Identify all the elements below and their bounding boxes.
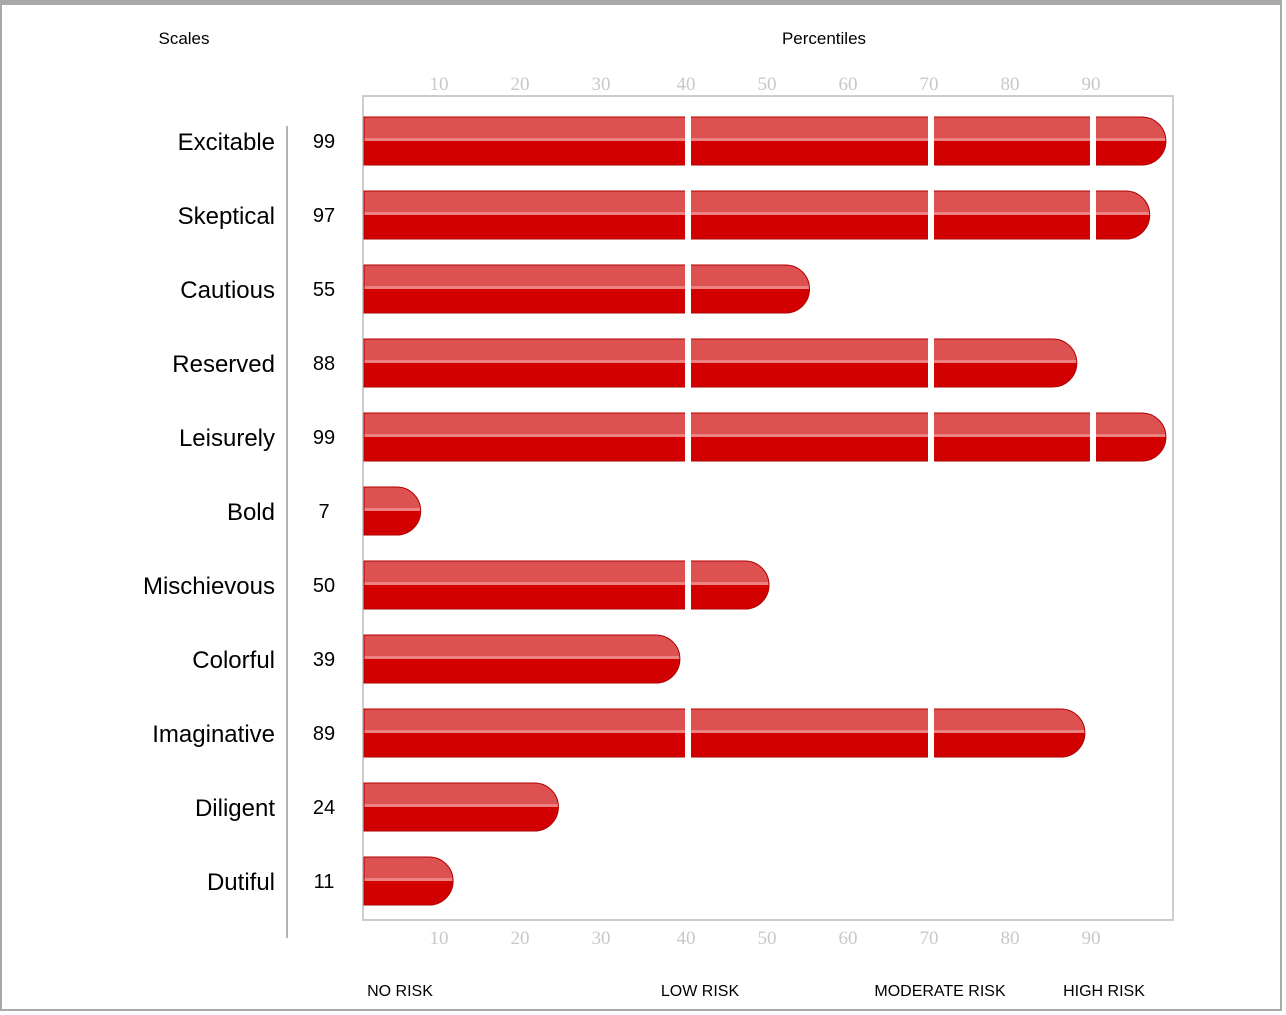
scale-label: Diligent	[195, 795, 275, 822]
top-axis: 10 20 30 40 50 60 70 80 90	[430, 74, 1101, 95]
score-label: 99	[313, 427, 335, 449]
bottom-tick-label: 80	[1001, 928, 1020, 949]
percentile-bar	[363, 338, 1078, 388]
bar-row: Cautious 55	[180, 264, 810, 314]
zone-separator	[685, 338, 691, 388]
scale-label: Reserved	[172, 351, 275, 378]
score-label: 89	[313, 723, 335, 745]
percentile-bar	[363, 856, 454, 906]
bar-row: Bold 7	[227, 486, 422, 536]
scale-label: Dutiful	[207, 869, 275, 896]
scale-label: Mischievous	[143, 573, 275, 600]
score-label: 88	[313, 353, 335, 375]
zone-separator	[1090, 190, 1096, 240]
risk-zone-labels: NO RISK LOW RISK MODERATE RISK HIGH RISK	[367, 983, 1145, 1000]
scale-label: Colorful	[192, 647, 275, 674]
bar-row: Mischievous 50	[143, 560, 770, 610]
plot-area	[362, 95, 1174, 921]
top-tick-label: 50	[758, 74, 777, 95]
zone-separator	[928, 338, 934, 388]
top-tick-label: 70	[920, 74, 939, 95]
risk-zone-label: MODERATE RISK	[874, 983, 1006, 1000]
zone-separator	[928, 412, 934, 462]
bottom-tick-label: 70	[920, 928, 939, 949]
top-tick-label: 20	[511, 74, 530, 95]
risk-zone-label: LOW RISK	[661, 983, 740, 1000]
top-tick-label: 80	[1001, 74, 1020, 95]
score-label: 50	[313, 575, 335, 597]
percentile-bar	[363, 116, 1167, 166]
bar-row: Colorful 39	[192, 634, 681, 684]
score-label: 7	[318, 501, 329, 523]
bottom-tick-label: 90	[1082, 928, 1101, 949]
bottom-axis: 10 20 30 40 50 60 70 80 90	[430, 928, 1101, 949]
zone-separator	[685, 116, 691, 166]
bar-row: Diligent 24	[195, 782, 559, 832]
percentile-bar	[363, 782, 559, 832]
bottom-tick-label: 60	[839, 928, 858, 949]
score-label: 24	[313, 797, 335, 819]
score-label: 55	[313, 279, 335, 301]
score-label: 11	[314, 871, 335, 893]
percentile-bar	[363, 708, 1086, 758]
top-tick-label: 30	[592, 74, 611, 95]
percentiles-header: Percentiles	[782, 29, 866, 48]
zone-separator	[685, 190, 691, 240]
bottom-tick-label: 30	[592, 928, 611, 949]
percentile-bar	[363, 634, 681, 684]
bottom-tick-label: 20	[511, 928, 530, 949]
top-tick-label: 40	[677, 74, 696, 95]
score-label: 99	[313, 131, 335, 153]
zone-separator	[1090, 116, 1096, 166]
percentile-bar	[363, 560, 770, 610]
zone-separator	[1090, 412, 1096, 462]
scale-label: Excitable	[178, 129, 275, 156]
zone-separator	[685, 708, 691, 758]
score-label: 39	[313, 649, 335, 671]
bars-group: Excitable 99 Skeptical 97 Cautious 55 Reserved…	[143, 116, 1167, 906]
scale-label: Bold	[227, 499, 275, 526]
bottom-tick-label: 40	[677, 928, 696, 949]
top-tick-label: 10	[430, 74, 449, 95]
percentile-bar	[363, 486, 422, 536]
scale-label: Leisurely	[179, 425, 275, 452]
bar-row: Imaginative 89	[152, 708, 1086, 758]
percentile-bar	[363, 412, 1167, 462]
risk-zone-label: HIGH RISK	[1063, 983, 1145, 1000]
top-tick-label: 90	[1082, 74, 1101, 95]
scale-label: Imaginative	[152, 721, 275, 748]
zone-separator	[685, 560, 691, 610]
bar-row: Skeptical 97	[178, 190, 1151, 240]
scales-header: Scales	[158, 29, 209, 48]
zone-separator	[928, 116, 934, 166]
risk-zone-label: NO RISK	[367, 983, 433, 1000]
percentile-bar	[363, 264, 810, 314]
percentile-bar	[363, 190, 1151, 240]
scale-label: Skeptical	[178, 203, 275, 230]
top-tick-label: 60	[839, 74, 858, 95]
zone-separator	[928, 708, 934, 758]
zone-separator	[685, 412, 691, 462]
bar-row: Excitable 99	[178, 116, 1167, 166]
bar-row: Reserved 88	[172, 338, 1078, 388]
scale-label: Cautious	[180, 277, 275, 304]
score-label: 97	[313, 205, 335, 227]
bottom-tick-label: 10	[430, 928, 449, 949]
bar-row: Leisurely 99	[179, 412, 1167, 462]
bottom-tick-label: 50	[758, 928, 777, 949]
zone-separator	[928, 190, 934, 240]
bar-row: Dutiful 11	[207, 856, 454, 906]
zone-separator	[685, 264, 691, 314]
